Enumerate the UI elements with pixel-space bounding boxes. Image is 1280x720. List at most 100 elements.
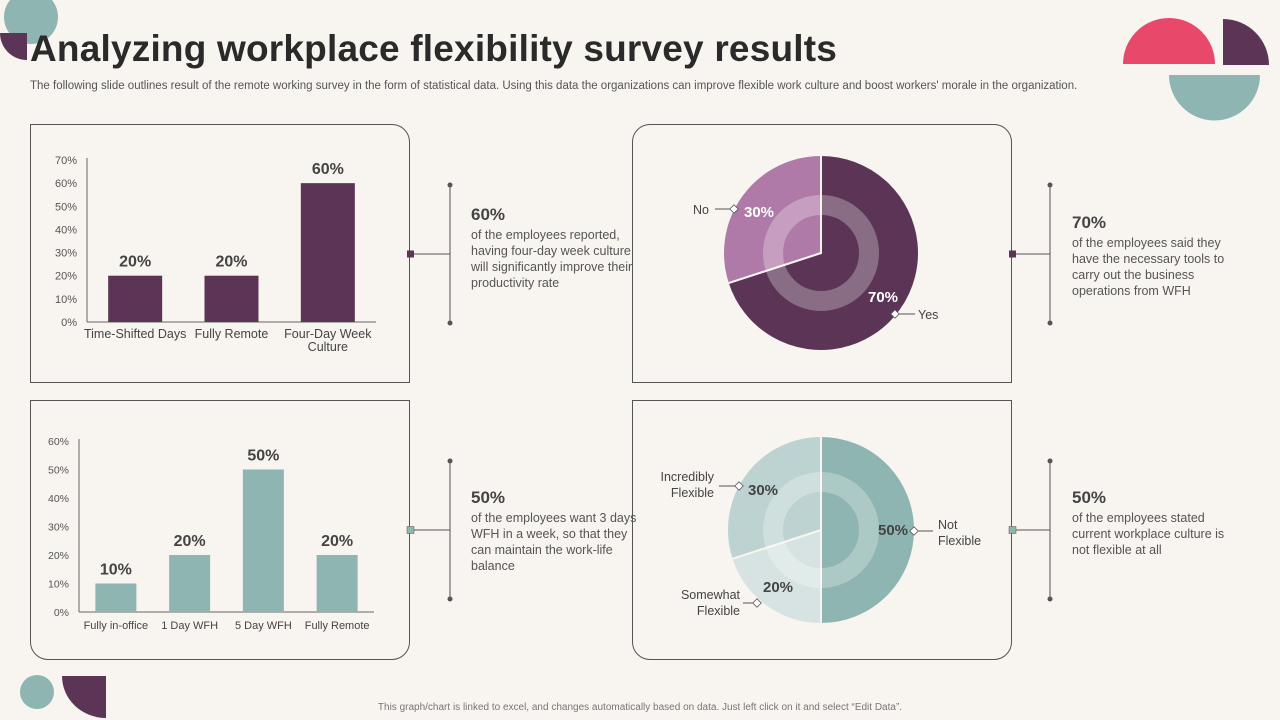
decor-bottom-left — [20, 675, 106, 718]
decor-teal-circle — [4, 0, 58, 44]
bar — [316, 555, 358, 612]
pie-category-label: No — [693, 203, 709, 217]
footer-note: This graph/chart is linked to excel, and… — [377, 702, 903, 713]
decor-plum-quarter — [0, 33, 27, 60]
pie-inner-ring — [763, 472, 879, 588]
page-title: Analyzing workplace flexibility survey r… — [30, 28, 838, 69]
connector-bl — [406, 458, 453, 602]
pie-category-label: Flexible — [938, 534, 981, 548]
pie-leader-marker — [729, 204, 739, 214]
wfh-days-bar-chart[interactable]: 0% 10% 20% 30% 40% 50% 60% 10% Fully in-office 20… — [31, 401, 411, 661]
bar-data-label: 20% — [321, 533, 353, 550]
pie-leader-marker — [734, 481, 744, 491]
pie-inner-ring — [763, 195, 879, 311]
pie-leader-marker — [890, 309, 900, 319]
connector-end-dot — [1047, 320, 1053, 326]
x-category-label: Fully in-office — [84, 620, 149, 632]
work-schedule-bar-chart[interactable]: 0% 10% 20% 30% 40% 50% 60% 70% 20% Time-Shifted D… — [31, 125, 411, 384]
connector-end-dot — [1047, 458, 1053, 464]
pie-category-label: Yes — [918, 308, 938, 322]
y-tick-label: 0% — [61, 317, 77, 329]
decor-teal-circle — [20, 675, 54, 709]
callout-percent: 60% — [471, 205, 506, 224]
y-tick-label: 50% — [48, 465, 69, 477]
pie-data-label: 30% — [744, 204, 774, 221]
y-tick-label: 10% — [48, 579, 69, 591]
bar — [108, 275, 163, 322]
pie-category-label: Flexible — [697, 604, 740, 618]
bar — [242, 469, 284, 612]
connector-end-dot — [1047, 596, 1053, 602]
bar — [300, 183, 355, 322]
bar-data-label: 10% — [100, 562, 132, 579]
y-tick-label: 40% — [48, 493, 69, 505]
y-tick-label: 70% — [55, 155, 77, 167]
flexibility-pie-chart[interactable]: 50% Not Flexible 20% Somewhat Flexible 30% Incr… — [633, 401, 1013, 661]
callout-br: 50% of the employees stated current work… — [1072, 488, 1232, 558]
decor-top-left — [0, 0, 58, 60]
decor-pink-half — [1123, 18, 1215, 64]
pie-leader-marker — [752, 598, 762, 608]
pie-slice — [730, 528, 822, 626]
pie-slice — [726, 434, 822, 561]
y-tick-label: 30% — [48, 522, 69, 534]
connector-tl — [407, 182, 453, 326]
bar — [204, 275, 259, 322]
connector-end-dot — [447, 458, 453, 464]
connector-br — [1008, 458, 1053, 602]
connector-tr — [1009, 182, 1053, 326]
callout-percent: 50% — [471, 488, 506, 507]
pie-data-label: 70% — [868, 289, 898, 306]
flexibility-pie-chart-panel: 50% Not Flexible 20% Somewhat Flexible 30% Incr… — [632, 400, 1012, 660]
pie-data-label: 20% — [763, 579, 793, 596]
x-category-label: 5 Day WFH — [235, 620, 292, 632]
tools-pie-chart-panel: 70% Yes 30% No — [632, 124, 1012, 383]
pie-data-label: 30% — [748, 482, 778, 499]
pie-slice — [722, 153, 822, 285]
pie-category-label: Not — [938, 518, 958, 532]
bar-data-label: 50% — [247, 448, 279, 465]
callout-text: of the employees said they have the nece… — [1072, 236, 1225, 298]
connector-end-dot — [447, 596, 453, 602]
connector-marker — [1009, 250, 1016, 258]
page-subtitle: The following slide outlines result of t… — [30, 80, 1078, 92]
y-tick-label: 60% — [55, 178, 77, 190]
decor-plum-quarter — [1223, 19, 1269, 65]
x-category-label: Fully Remote — [195, 327, 269, 341]
pie-leader-marker — [909, 526, 919, 536]
callout-tr: 70% of the employees said they have the … — [1072, 213, 1242, 299]
connector-marker — [406, 526, 415, 534]
bar — [95, 583, 137, 612]
connector-marker — [1008, 526, 1017, 534]
connector-end-dot — [1047, 182, 1053, 188]
bar — [169, 555, 211, 612]
tools-pie-chart[interactable]: 70% Yes 30% No — [633, 125, 1013, 384]
x-category-label: Time-Shifted Days — [84, 327, 186, 341]
pie-category-label: Flexible — [671, 486, 714, 500]
callout-percent: 50% — [1072, 488, 1107, 507]
y-tick-label: 0% — [54, 607, 69, 619]
x-category-label: Fully Remote — [305, 620, 370, 632]
y-tick-label: 20% — [55, 271, 77, 283]
bar-data-label: 20% — [174, 533, 206, 550]
connector-end-dot — [447, 182, 453, 188]
connector-marker — [407, 250, 414, 258]
y-tick-label: 60% — [48, 436, 69, 448]
wfh-days-chart-panel: 0% 10% 20% 30% 40% 50% 60% 10% Fully in-office 20… — [30, 400, 410, 660]
y-tick-label: 10% — [55, 294, 77, 306]
callout-text: of the employees stated current workplac… — [1072, 511, 1225, 557]
y-tick-label: 30% — [55, 248, 77, 260]
callout-tl: 60% of the employees reported, having fo… — [471, 205, 641, 291]
connector-end-dot — [447, 320, 453, 326]
decor-plum-quarter — [62, 676, 106, 718]
callout-bl: 50% of the employees want 3 days WFH in … — [471, 488, 641, 574]
x-category-label: Four-Day Week — [284, 327, 372, 341]
callout-percent: 70% — [1072, 213, 1107, 232]
bar-data-label: 60% — [312, 161, 344, 178]
pie-category-label: Incredibly — [661, 470, 715, 484]
decor-teal-half — [1169, 75, 1260, 121]
bar-data-label: 20% — [119, 254, 151, 271]
pie-slice — [726, 153, 920, 352]
pie-data-label: 50% — [878, 522, 908, 539]
y-tick-label: 50% — [55, 201, 77, 213]
